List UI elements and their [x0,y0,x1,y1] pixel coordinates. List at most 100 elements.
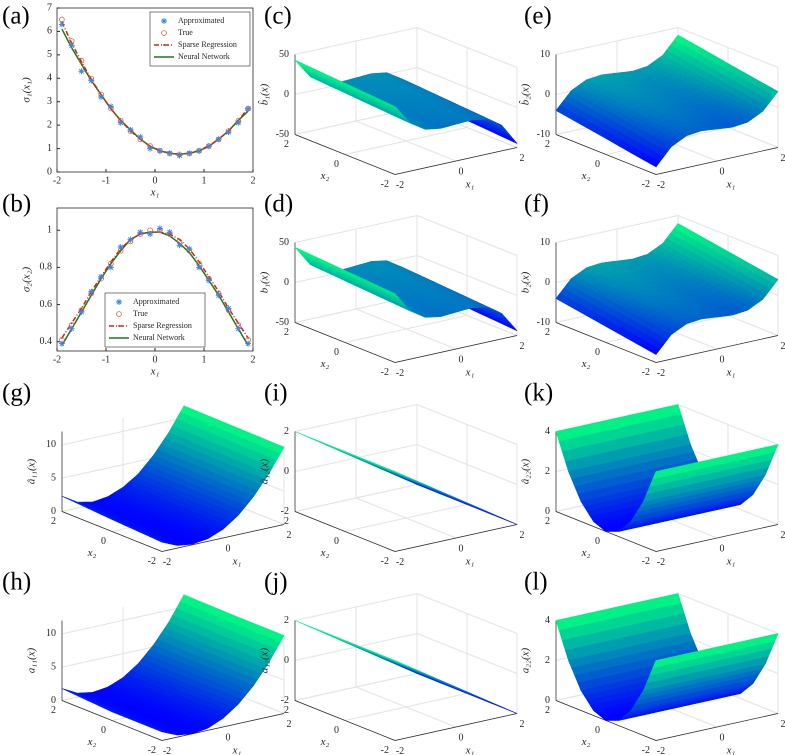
z-tick-label: -50 [276,317,289,328]
y-tick-label: 0.6 [40,299,53,310]
z-tick-label: 2 [284,426,289,437]
marker [147,231,154,237]
x-tick-label: -2 [657,557,665,568]
axis-line [294,511,396,552]
x-tick-label: 0 [459,732,464,743]
marker [107,264,114,271]
z-tick-label: 0 [284,466,289,477]
marker [215,136,222,143]
panel-label: (f) [524,191,549,218]
x-tick-label: -2 [396,746,404,755]
y-axis-label: σ₂(x₂) [21,267,33,293]
surface-patch [294,59,306,68]
y-axis-label: x₂ [87,736,97,748]
x-axis-label: x₁ [232,745,242,755]
marker [235,325,242,332]
x-tick-label: 2 [287,719,292,730]
x-tick-label: -2 [163,557,171,568]
surface-patch [388,103,400,111]
x-axis-label: x₁ [150,187,160,199]
marker [98,273,105,280]
y-tick-label: 2 [284,139,289,150]
marker [117,244,124,250]
marker [186,245,193,252]
y-tick-label: 2 [545,139,550,150]
y-tick-label: 2 [47,119,52,130]
y-tick-label: 0 [334,347,339,358]
marker [88,77,95,84]
y-axis-label: x₂ [581,358,591,370]
z-tick-label: 2 [284,615,289,626]
marker [78,309,85,315]
panel-label: (a) [2,3,30,30]
surface-patch [61,688,79,696]
z-tick-label: 0 [284,655,289,666]
marker [78,68,85,75]
z-tick-label: 0 [284,277,289,288]
x-tick-label: 2 [251,175,256,186]
marker [127,236,134,243]
y-axis-label: x₂ [581,547,591,559]
x-tick-label: 0 [226,543,231,554]
axis-line [294,322,396,363]
y-tick-label: 2 [284,705,289,716]
series-line [61,231,249,339]
z-tick-label: 0 [284,89,289,100]
surface-patch [649,345,661,355]
x-axis-label: x₁ [465,556,475,568]
marker [176,242,183,249]
legend-label: True [133,309,148,318]
grid-line [294,26,518,68]
marker [156,147,163,154]
x-axis-label: x₁ [465,367,475,379]
surface-patch [649,158,661,168]
legend-label: Approximated [178,16,224,25]
marker [186,150,193,157]
y-tick-label: 2 [545,516,550,527]
grid-line [294,443,518,485]
x-tick-label: -2 [657,368,665,379]
x-tick-label: 0 [720,354,725,365]
axis-line [655,524,779,552]
z-axis-label: â₂₂(x) [520,458,532,484]
axis-line [394,713,518,741]
grid-line [294,592,518,634]
x-tick-label: -2 [657,180,665,191]
axis-line [294,134,396,175]
surface-patch [369,650,411,668]
x-tick-label: 0 [720,543,725,554]
axis-line [61,511,163,552]
x-axis-label: x₁ [150,366,160,378]
y-tick-label: 0 [101,536,106,547]
z-tick-label: 50 [279,237,289,248]
z-axis-label: b̂₁(x) [257,83,270,105]
z-tick-label: 2 [545,466,550,477]
x-tick-label: 2 [520,341,525,352]
x-tick-label: 1 [202,354,207,365]
axis-line [655,335,779,363]
grid-line [555,214,779,256]
z-tick-label: 0 [51,695,56,706]
y-tick-label: 1 [47,225,52,236]
marker [127,126,134,133]
x-axis-label: x₁ [465,179,475,191]
x-tick-label: 0 [720,166,725,177]
marker [98,94,105,101]
x-tick-label: 0 [153,175,158,186]
marker [245,105,252,112]
y-tick-label: 2 [51,516,56,527]
axis-line [555,134,657,175]
x-tick-label: -2 [396,368,404,379]
axis-line [161,524,285,552]
marker [196,147,203,154]
x-axis-label: x₁ [726,179,736,191]
x-tick-label: 2 [520,153,525,164]
marker [68,42,75,49]
y-tick-label: 0 [47,166,52,177]
legend-label: Sparse Regression [133,321,192,330]
axis-line [394,335,518,363]
y-axis-label: x₂ [581,736,591,748]
axis-line [655,713,779,741]
panel-label: (h) [2,569,31,596]
x-tick-label: -2 [163,746,171,755]
